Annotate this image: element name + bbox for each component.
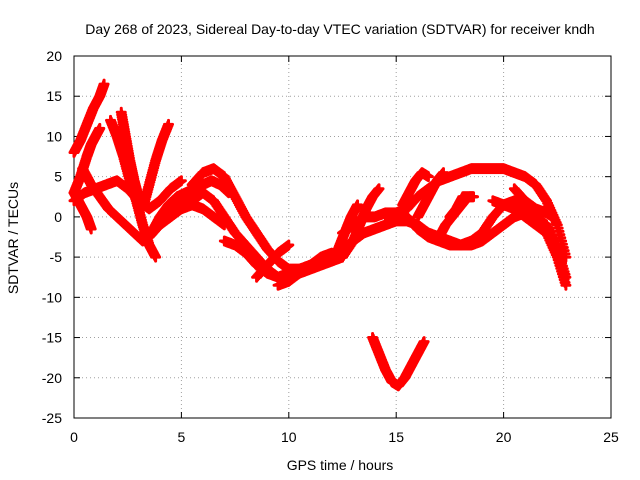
data-point: [459, 195, 471, 207]
data-point: [437, 167, 449, 179]
y-tick-label: -5: [50, 249, 63, 265]
series-arc-k: [154, 199, 230, 231]
data-point: [418, 336, 430, 348]
data-point: [98, 78, 110, 90]
data-point: [150, 251, 162, 263]
series-arc-o: [326, 199, 364, 267]
x-tick-label: 10: [281, 429, 297, 445]
series-arc-h: [137, 118, 175, 215]
series-arc-a: [68, 78, 110, 159]
series-arc-z: [367, 332, 430, 392]
x-tick-label: 0: [70, 429, 78, 445]
series-arc-w: [433, 195, 471, 243]
x-tick-label: 15: [388, 429, 404, 445]
series-arc-t: [397, 167, 434, 211]
data-point: [541, 227, 553, 239]
data-point: [422, 171, 434, 183]
series-arc-y: [508, 183, 559, 223]
data-point: [163, 118, 175, 130]
series-arc-m: [251, 239, 295, 283]
y-tick-label: -10: [42, 289, 62, 305]
data-point: [283, 239, 295, 251]
data-series: [68, 78, 572, 392]
series-arc-u: [412, 167, 449, 223]
data-point: [468, 191, 480, 203]
x-tick-label: 5: [178, 429, 186, 445]
data-point: [560, 279, 572, 291]
x-tick-label: 25: [603, 429, 619, 445]
y-tick-label: 15: [46, 88, 62, 104]
y-tick-label: 5: [54, 169, 62, 185]
y-tick-label: 0: [54, 209, 62, 225]
data-point: [547, 211, 559, 223]
y-tick-label: -25: [42, 410, 62, 426]
data-point: [373, 183, 385, 195]
data-point: [175, 175, 187, 187]
y-tick-label: 20: [46, 48, 62, 64]
y-axis-label: SDTVAR / TECUs: [5, 182, 21, 294]
y-tick-label: -20: [42, 370, 62, 386]
y-tick-label: 10: [46, 128, 62, 144]
axis-ticks: 0 5 10 15 20 25 -25 -20 -15 -10 -5 0 5 10 15 20: [42, 48, 619, 445]
x-axis-label: GPS time / hours: [287, 457, 394, 473]
series-arc-x: [487, 195, 553, 239]
chart-title: Day 268 of 2023, Sidereal Day-to-day VTE…: [85, 21, 594, 37]
x-tick-label: 20: [496, 429, 512, 445]
data-point: [352, 199, 364, 211]
data-point: [94, 122, 106, 134]
y-tick-label: -15: [42, 330, 62, 346]
data-point: [85, 223, 97, 235]
plot-frame: [73, 55, 612, 419]
data-point: [218, 219, 230, 231]
